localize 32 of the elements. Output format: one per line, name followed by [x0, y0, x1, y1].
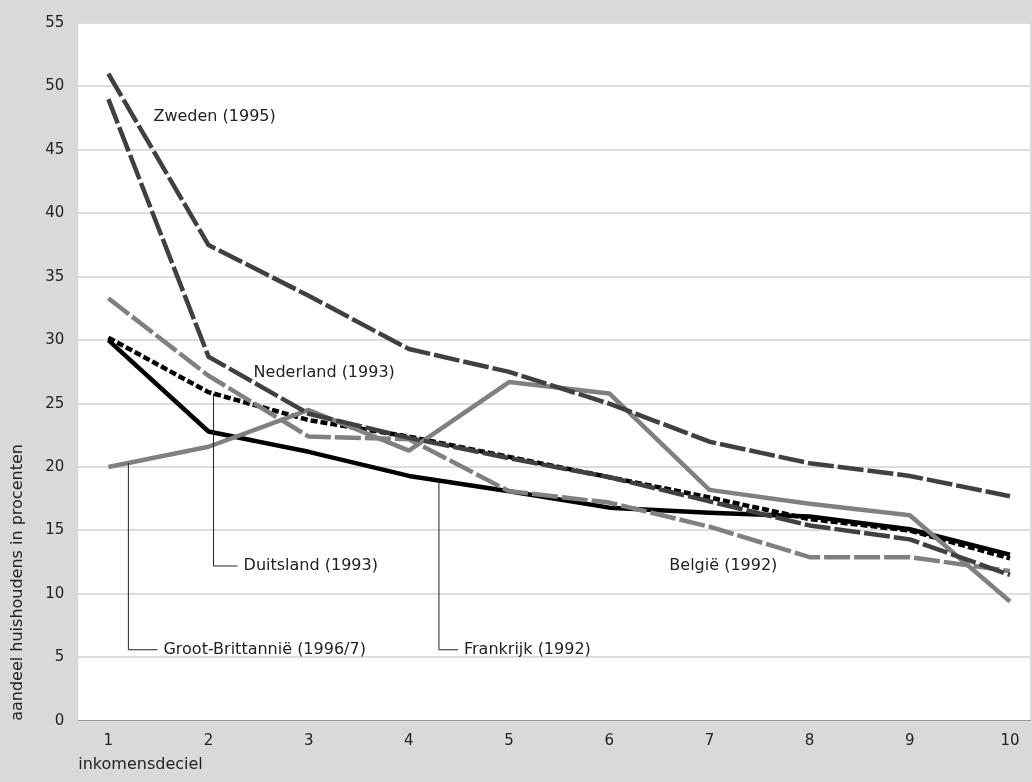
- text: Frankrijk (1992): [463, 638, 591, 658]
- x-tick-label: 3: [303, 730, 314, 749]
- line-series: [106, 96, 1013, 578]
- x-tick-label: 10: [1000, 730, 1020, 749]
- y-tick-label: 10: [45, 583, 65, 602]
- y-tick-label: 45: [45, 139, 65, 158]
- x-tick-label: 9: [905, 730, 915, 749]
- y-axis-title: aandeel huishoudens in procenten: [6, 444, 26, 721]
- y-tick-label: 15: [45, 520, 65, 539]
- y-tick-label: 55: [45, 12, 65, 31]
- text: Duitsland (1993): [243, 555, 378, 575]
- y-tick-label: 20: [45, 456, 65, 475]
- y-tick-label: 5: [54, 647, 65, 666]
- x-tick-label: 2: [203, 730, 214, 749]
- y-tick-label: 25: [45, 393, 65, 412]
- x-axis-title: inkomensdeciel: [78, 753, 203, 773]
- x-tick-label: 6: [604, 730, 615, 749]
- y-tick-label: 50: [45, 76, 65, 95]
- y-tick-label: 40: [45, 203, 65, 222]
- x-tick-label: 5: [504, 730, 514, 749]
- x-tick-label: 4: [404, 730, 414, 749]
- text: Groot-Brittannië (1996/7): [163, 638, 366, 658]
- series-label: België (1992): [669, 555, 778, 575]
- series-label: Nederland (1993): [253, 362, 395, 382]
- y-tick-label: 30: [45, 330, 65, 349]
- line-series: [106, 71, 1013, 499]
- x-tick-label: 1: [103, 730, 114, 749]
- x-tick-label: 8: [804, 730, 815, 749]
- y-tick-label: 0: [54, 710, 65, 729]
- x-tick-label: 7: [704, 730, 715, 749]
- series-label: Zweden (1995): [153, 106, 276, 126]
- y-tick-label: 35: [45, 266, 65, 285]
